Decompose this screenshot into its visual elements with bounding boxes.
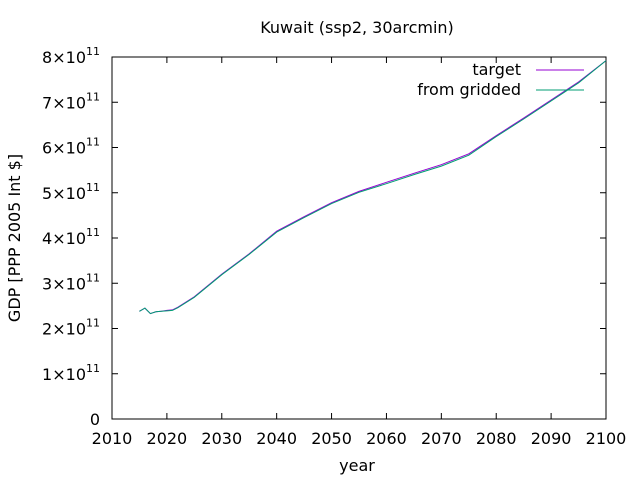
legend-label: target [472,60,521,79]
y-tick-label: 0 [90,410,100,429]
plot-frame [111,56,607,420]
y-tick-exponent: 11 [86,90,100,103]
y-tick-exponent: 11 [86,136,100,149]
x-tick-label: 2050 [311,429,352,448]
y-tick-mantissa: 3×10 [42,274,86,293]
series-line-0 [139,60,607,315]
y-axis-label: GDP [PPP 2005 Int $] [5,154,24,322]
y-axis: 01×10112×10113×10114×10115×10116×10117×1… [42,45,606,429]
x-tick-label: 2080 [476,429,517,448]
x-axis: 2010 2020 2030 2040 2050 2060 2070 2080 2090 2100 [92,57,627,448]
x-tick-label: 2070 [421,429,462,448]
x-axis-label: year [339,456,375,475]
y-tick-exponent: 11 [86,226,100,239]
y-tick-label: 4×1011 [42,226,100,248]
legend-label: from gridded [417,80,521,99]
x-tick-label: 2060 [366,429,407,448]
series-line-1 [139,60,607,315]
y-tick-label: 5×1011 [42,181,100,203]
y-tick-mantissa: 4×10 [42,229,86,248]
x-tick-label: 2090 [531,429,572,448]
y-tick-exponent: 11 [86,181,100,194]
y-tick-exponent: 11 [86,317,100,330]
y-tick-mantissa: 7×10 [42,93,86,112]
y-tick-label: 8×1011 [42,45,100,67]
y-tick-label: 7×1011 [42,90,100,112]
y-tick-label: 2×1011 [42,317,100,339]
x-tick-label: 2030 [201,429,242,448]
chart-title: Kuwait (ssp2, 30arcmin) [260,18,454,37]
y-tick-mantissa: 5×10 [42,184,86,203]
y-tick-exponent: 11 [86,362,100,375]
y-tick-exponent: 11 [86,45,100,58]
y-tick-label: 6×1011 [42,136,100,158]
series-lines [139,60,607,315]
y-tick-mantissa: 2×10 [42,320,86,339]
y-tick-mantissa: 6×10 [42,139,86,158]
x-tick-label: 2010 [92,429,133,448]
x-tick-label: 2020 [147,429,188,448]
y-tick-mantissa: 8×10 [42,48,86,67]
y-tick-label: 1×1011 [42,362,100,384]
y-tick-exponent: 11 [86,271,100,284]
x-tick-label: 2100 [586,429,627,448]
y-tick-mantissa: 1×10 [42,365,86,384]
y-tick-label: 3×1011 [42,271,100,293]
x-tick-label: 2040 [256,429,297,448]
y-tick-mantissa: 0 [90,410,100,429]
